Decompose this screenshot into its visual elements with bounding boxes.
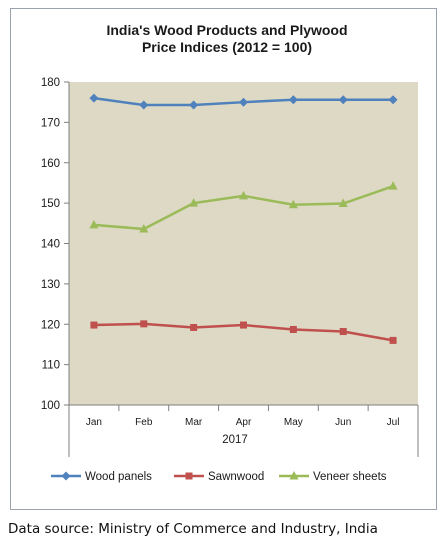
data-point — [139, 100, 149, 110]
chart-frame: India's Wood Products and Plywood Price … — [10, 8, 437, 510]
y-tick-label: 110 — [42, 360, 60, 372]
data-point — [289, 325, 297, 333]
y-tick-label: 140 — [41, 239, 60, 251]
data-point — [389, 336, 397, 344]
data-point — [338, 95, 348, 105]
data-point — [189, 100, 199, 110]
legend-label: Sawnwood — [208, 471, 264, 483]
legend-marker — [61, 471, 71, 481]
y-tick-label: 180 — [41, 77, 60, 89]
data-point — [89, 219, 99, 229]
plot-area — [69, 82, 418, 405]
series-sawnwood — [90, 320, 397, 344]
x-tick-label: Apr — [236, 417, 252, 428]
y-tick-label: 130 — [41, 279, 60, 291]
legend-label: Veneer sheets — [313, 471, 387, 483]
x-tick-label: Jul — [387, 417, 400, 428]
data-point — [388, 181, 398, 190]
x-tick-label: Feb — [135, 417, 153, 428]
x-group-label: 2017 — [222, 434, 248, 446]
x-tick-label: Jan — [86, 417, 102, 428]
data-point — [338, 198, 348, 208]
data-point — [89, 93, 99, 103]
data-point — [90, 321, 98, 329]
line-chart: India's Wood Products and Plywood Price … — [41, 22, 419, 483]
y-tick-label: 150 — [41, 198, 60, 210]
data-point — [288, 199, 298, 209]
data-point — [239, 190, 248, 200]
data-point — [139, 223, 149, 233]
series-wood-panels — [89, 93, 398, 110]
legend-marker — [185, 472, 193, 480]
data-point — [239, 97, 248, 107]
x-tick-label: May — [284, 417, 303, 428]
legend: Wood panels Sawnwood Veneer sheets — [51, 471, 387, 483]
series-veneer-sheets — [89, 181, 398, 233]
legend-item: Wood panels — [51, 471, 152, 483]
x-tick-label: Mar — [185, 417, 203, 428]
legend-label: Wood panels — [85, 471, 152, 483]
data-point — [388, 95, 398, 105]
y-tick-label: 120 — [41, 319, 60, 331]
data-point — [288, 95, 298, 105]
data-point — [189, 198, 199, 207]
legend-item: Veneer sheets — [279, 471, 387, 483]
data-point — [140, 320, 148, 328]
chart-title-line-2: Price Indices (2012 = 100) — [142, 39, 312, 55]
axes: 100 110 120 130 140 150 160 170 180 Jan Feb Mar Apr M… — [41, 77, 419, 457]
chart-title-line-1: India's Wood Products and Plywood — [106, 22, 347, 38]
data-point — [339, 328, 347, 336]
data-point — [240, 321, 247, 329]
legend-marker — [289, 471, 299, 480]
y-tick-label: 160 — [41, 158, 60, 170]
data-point — [190, 323, 198, 331]
x-tick-label: Jun — [335, 417, 351, 428]
y-tick-label: 170 — [41, 117, 60, 129]
legend-item: Sawnwood — [174, 471, 264, 483]
series-layer — [89, 93, 398, 344]
y-tick-label: 100 — [41, 400, 60, 412]
data-source-note: Data source: Ministry of Commerce and In… — [8, 521, 378, 537]
